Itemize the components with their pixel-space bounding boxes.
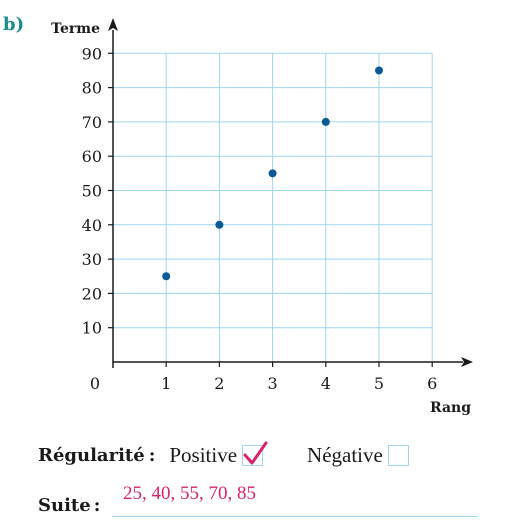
tick-labels: 10 20 30 40 50 60 70 80 90 1 2 3 4 5 6 [82,44,438,393]
regularity-row: Régularité : Positive Négative [38,440,409,470]
x-tick-label-1: 1 [161,374,171,393]
x-tick-label-3: 3 [268,374,278,393]
x-tick-label-4: 4 [321,374,331,393]
origin-label: 0 [90,374,100,393]
suite-label: Suite [38,495,91,516]
positive-checkbox[interactable] [242,441,268,466]
grid [113,52,433,362]
scatter-chart: 10 20 30 40 50 60 70 80 90 1 2 3 4 5 6 Terme Rang 0 [51,18,473,416]
y-tick-label-20: 20 [82,284,102,303]
y-tick-label-80: 80 [82,79,102,98]
data-point-2 [215,220,224,229]
y-tick-label-30: 30 [82,250,102,269]
data-point-5 [375,66,383,75]
check-icon [243,441,268,464]
part-label: b) [3,14,25,35]
y-tick-label-90: 90 [82,44,102,63]
x-axis-title: Rang [430,400,471,416]
x-tick-label-6: 6 [427,374,437,393]
axes [108,18,473,368]
y-tick-label-10: 10 [82,319,102,338]
positive-label: Positive [169,442,238,467]
y-axis-title: Terme [51,21,100,37]
y-tick-label-60: 60 [82,147,102,166]
suite-answer-line [112,516,478,517]
data-point-4 [321,117,330,126]
data-point-1 [162,272,171,281]
y-tick-label-40: 40 [82,216,102,235]
y-axis-arrow [108,18,118,31]
x-tick-label-2: 2 [214,374,224,393]
suite-colon: : [93,495,101,516]
suite-answer[interactable]: 25, 40, 55, 70, 85 [123,483,256,504]
y-tick-label-70: 70 [82,113,102,132]
data-points [162,66,383,281]
negative-label: Négative [307,442,383,467]
negative-checkbox[interactable] [387,444,409,466]
regularity-label: Régularité [38,444,145,466]
x-axis-arrow [461,357,473,367]
y-tick-label-50: 50 [82,182,102,201]
regularity-colon: : [148,444,156,466]
data-point-3 [268,169,277,178]
x-tick-label-5: 5 [374,374,384,393]
suite-label-row: Suite: [38,495,100,516]
